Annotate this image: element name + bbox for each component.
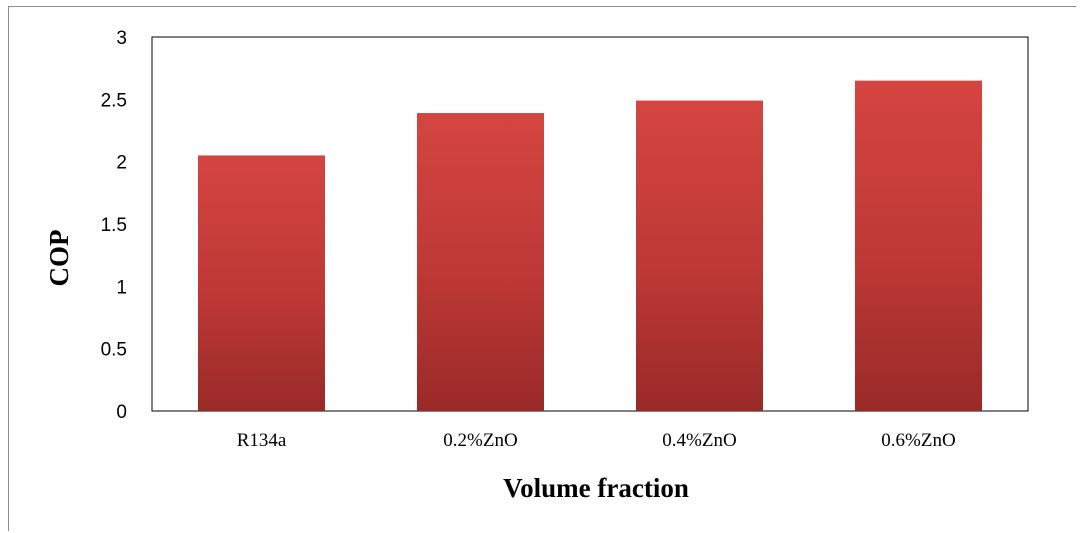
y-tick-label: 1.5 <box>101 215 127 236</box>
y-tick-label: 2 <box>116 153 127 174</box>
bar-0-6-zno <box>855 80 982 411</box>
x-tick-label: 0.4%ZnO <box>662 430 736 451</box>
chart-frame <box>8 6 1076 531</box>
bars-group <box>198 80 982 412</box>
x-axis-ticks: R134a 0.2%ZnO 0.4%ZnO 0.6%ZnO <box>237 430 956 451</box>
bar-r134a <box>198 155 325 411</box>
bar-0-2-zno <box>417 113 544 412</box>
x-tick-label: 0.6%ZnO <box>881 430 955 451</box>
x-tick-label: 0.2%ZnO <box>443 430 517 451</box>
y-tick-label: 0 <box>116 402 127 423</box>
y-tick-label: 3 <box>116 28 127 49</box>
y-tick-label: 2.5 <box>101 90 127 111</box>
y-axis-ticks: 0 0.5 1 1.5 2 2.5 3 <box>101 28 127 423</box>
y-tick-label: 1 <box>116 277 127 298</box>
x-axis-title: Volume fraction <box>503 473 689 503</box>
y-tick-label: 0.5 <box>101 340 127 361</box>
x-tick-label: R134a <box>237 430 287 451</box>
y-axis-title: COP <box>44 230 74 287</box>
bar-0-4-zno <box>636 100 763 411</box>
